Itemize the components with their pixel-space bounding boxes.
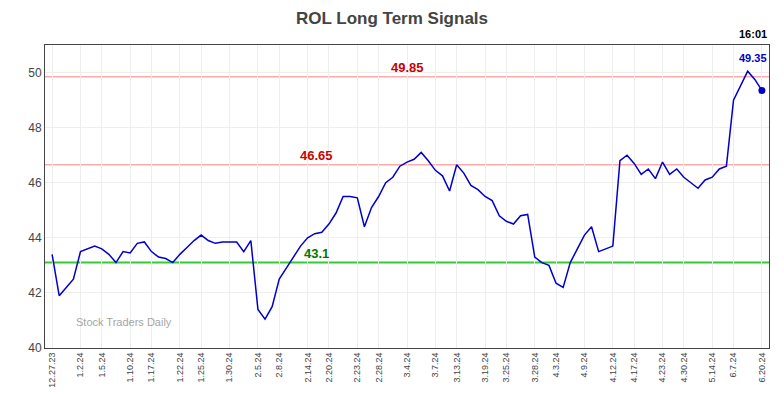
- svg-text:2.23.24: 2.23.24: [352, 353, 362, 383]
- svg-text:4.30.24: 4.30.24: [679, 353, 689, 383]
- svg-text:46: 46: [28, 176, 42, 190]
- svg-text:44: 44: [28, 231, 42, 245]
- svg-text:3.19.24: 3.19.24: [480, 353, 490, 383]
- svg-text:40: 40: [28, 341, 42, 355]
- svg-text:49.35: 49.35: [739, 52, 767, 64]
- svg-text:1.5.24: 1.5.24: [97, 353, 107, 378]
- svg-text:1.10.24: 1.10.24: [125, 353, 135, 383]
- svg-text:4.12.24: 4.12.24: [608, 353, 618, 383]
- svg-text:3.25.24: 3.25.24: [501, 353, 511, 383]
- svg-text:42: 42: [28, 286, 42, 300]
- svg-text:3.13.24: 3.13.24: [452, 353, 462, 383]
- svg-text:2.8.24: 2.8.24: [274, 353, 284, 378]
- svg-text:ROL Long Term Signals: ROL Long Term Signals: [296, 9, 488, 28]
- svg-text:1.22.24: 1.22.24: [175, 353, 185, 383]
- svg-text:49.85: 49.85: [391, 60, 424, 75]
- svg-text:2.28.24: 2.28.24: [374, 353, 384, 383]
- svg-text:4.17.24: 4.17.24: [629, 353, 639, 383]
- svg-text:50: 50: [28, 66, 42, 80]
- svg-text:3.7.24: 3.7.24: [430, 353, 440, 378]
- svg-text:3.28.24: 3.28.24: [530, 353, 540, 383]
- svg-text:46.65: 46.65: [300, 148, 333, 163]
- svg-text:1.2.24: 1.2.24: [75, 353, 85, 378]
- svg-text:2.20.24: 2.20.24: [324, 353, 334, 383]
- svg-text:5.14.24: 5.14.24: [707, 353, 717, 383]
- svg-text:1.25.24: 1.25.24: [196, 353, 206, 383]
- svg-text:4.3.24: 4.3.24: [551, 353, 561, 378]
- svg-text:1.30.24: 1.30.24: [224, 353, 234, 383]
- svg-text:12.27.23: 12.27.23: [47, 353, 57, 388]
- svg-text:6.20.24: 6.20.24: [757, 353, 767, 383]
- svg-text:4.23.24: 4.23.24: [657, 353, 667, 383]
- svg-text:16:01: 16:01: [739, 28, 767, 40]
- svg-text:48: 48: [28, 121, 42, 135]
- svg-text:2.14.24: 2.14.24: [303, 353, 313, 383]
- svg-text:2.5.24: 2.5.24: [253, 353, 263, 378]
- svg-text:1.17.24: 1.17.24: [146, 353, 156, 383]
- svg-text:43.1: 43.1: [304, 246, 329, 261]
- svg-text:3.4.24: 3.4.24: [402, 353, 412, 378]
- svg-text:4.9.24: 4.9.24: [579, 353, 589, 378]
- svg-text:Stock Traders Daily: Stock Traders Daily: [76, 316, 172, 328]
- svg-text:6.7.24: 6.7.24: [728, 353, 738, 378]
